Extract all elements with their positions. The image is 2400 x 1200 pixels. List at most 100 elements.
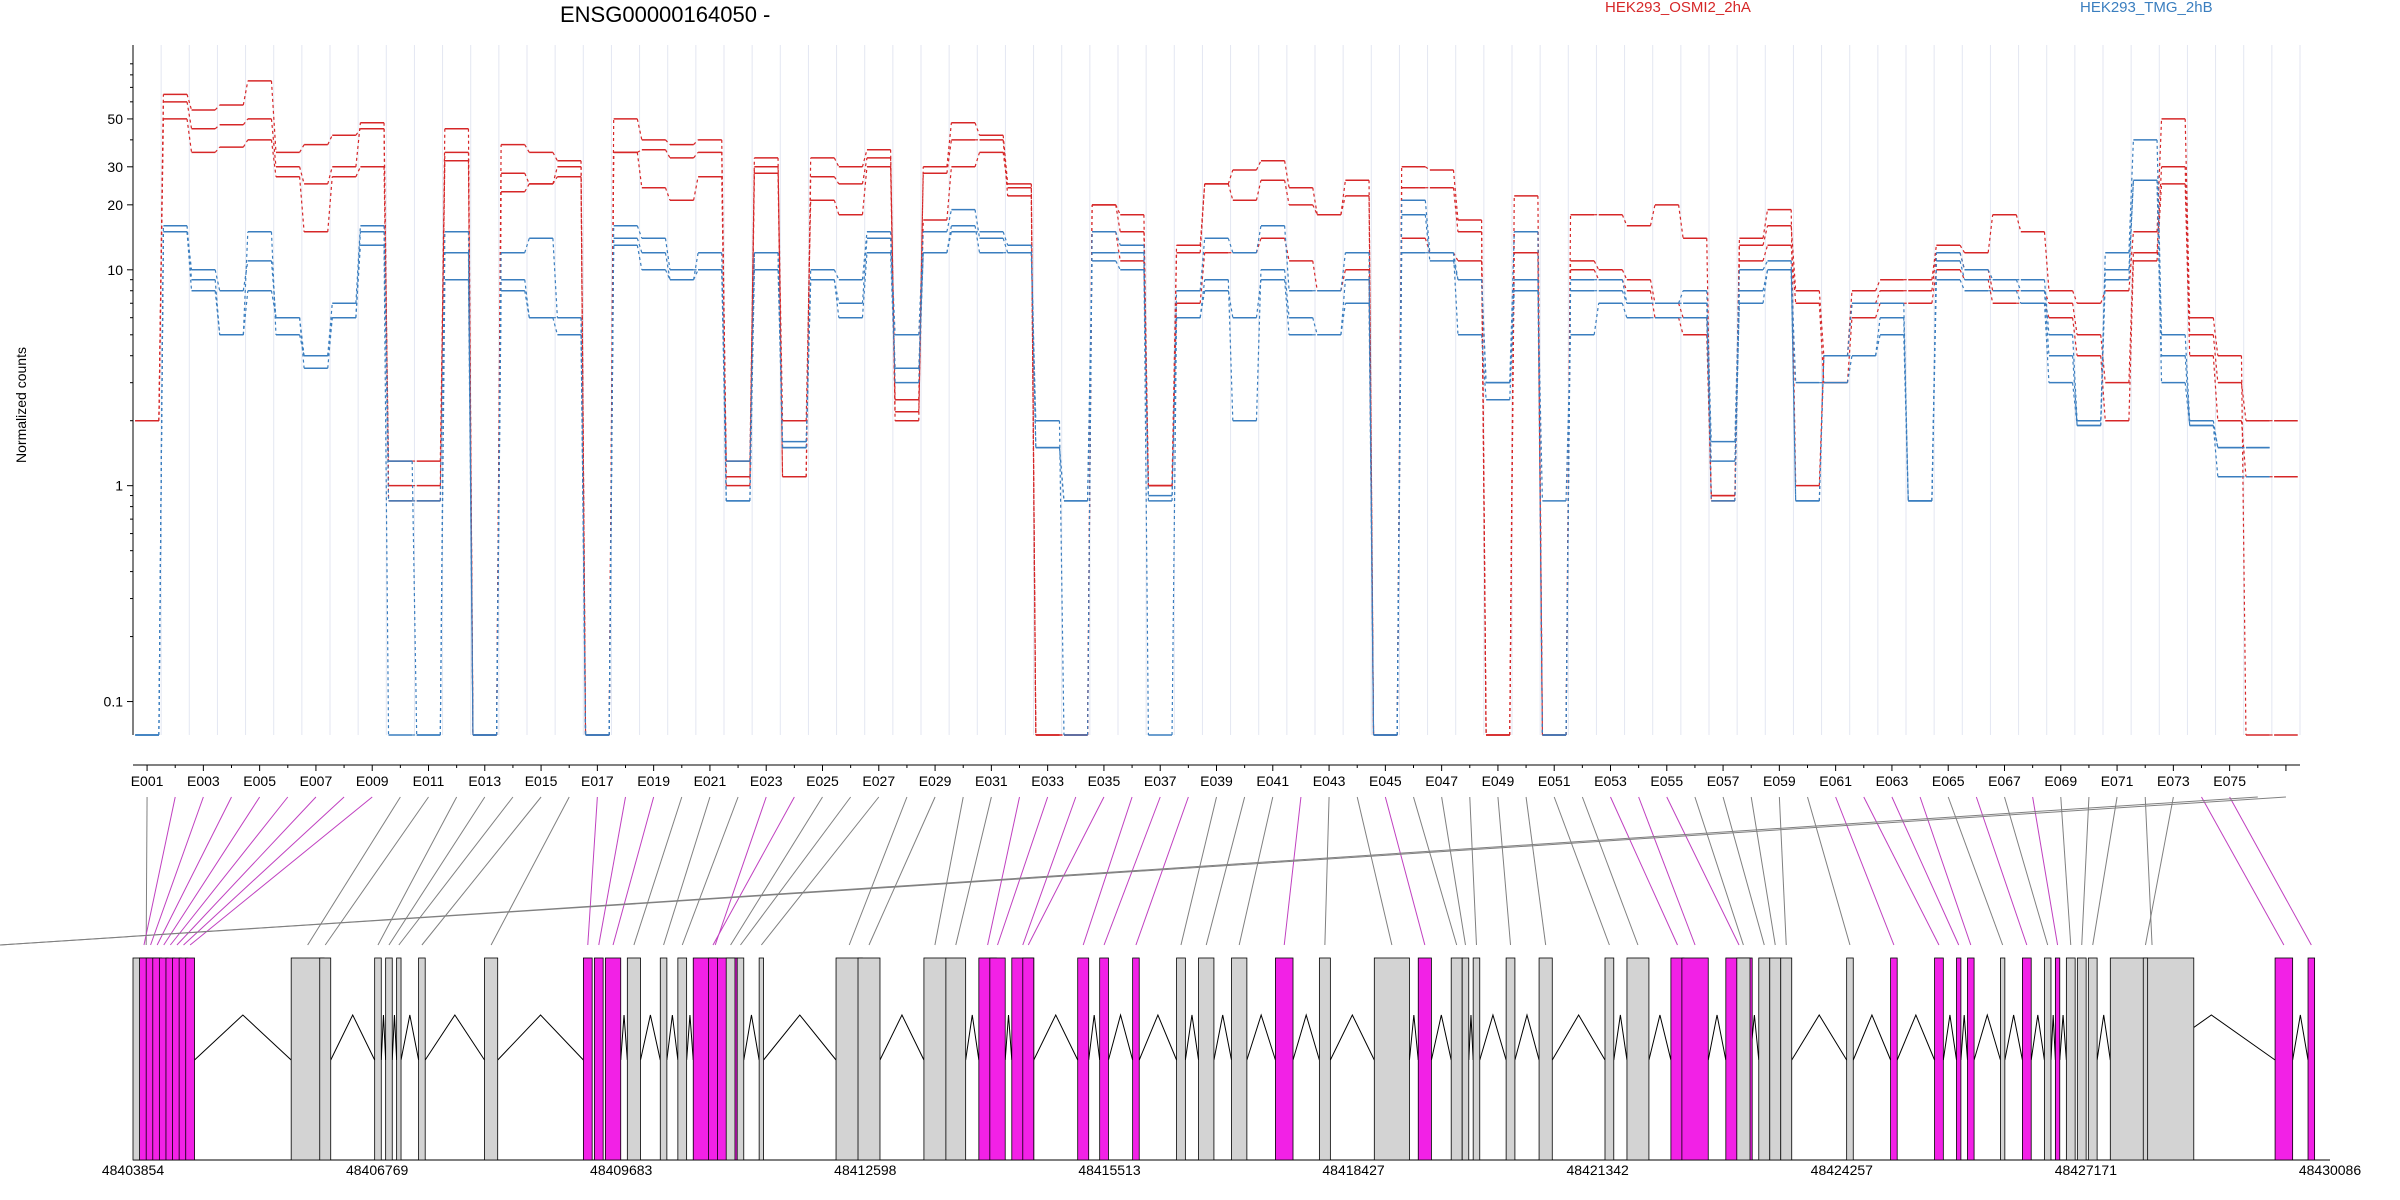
series-join [2015, 214, 2022, 232]
series-join [974, 152, 981, 167]
series-join [2043, 231, 2050, 291]
x-tick-label: E029 [919, 773, 952, 789]
exon-connector [163, 796, 261, 946]
intron [640, 1014, 661, 1061]
exon-box [677, 957, 688, 1161]
exon-box [2054, 957, 2061, 1161]
intron [391, 1014, 398, 1061]
series-join [2015, 279, 2022, 291]
series-join [1593, 303, 1600, 335]
intron [1514, 1013, 1540, 1061]
series-lines [135, 80, 2298, 736]
x-tick-label: E061 [1819, 773, 1852, 789]
series-join [439, 252, 446, 501]
series-join [2072, 382, 2078, 426]
exon-box [385, 957, 393, 1161]
series-join [1171, 317, 1178, 501]
series-join [327, 317, 333, 369]
exon-box [604, 957, 622, 1161]
intron [2059, 1014, 2067, 1061]
intron [194, 1014, 292, 1061]
series-join [1424, 200, 1431, 253]
series-join [299, 166, 305, 185]
x-tick-label: E059 [1763, 773, 1796, 789]
intron [2004, 1014, 2023, 1061]
series-join [1846, 355, 1853, 383]
series-join [637, 149, 643, 153]
series-join [1115, 231, 1121, 261]
x-tick-label: E027 [862, 773, 895, 789]
series-join [1002, 135, 1009, 184]
series-join [2128, 180, 2134, 280]
series-join [833, 279, 840, 318]
y-tick-label: 10 [107, 262, 123, 278]
intron [497, 1014, 584, 1061]
intron [1408, 1014, 1419, 1061]
series-join [1481, 334, 1487, 400]
exon-connector [1694, 796, 1744, 946]
series-join [242, 118, 249, 126]
series-join [777, 269, 784, 442]
series-join [974, 209, 981, 239]
exon-connector [1205, 796, 1246, 946]
intron [879, 1013, 925, 1061]
series-join [2212, 334, 2219, 383]
series-join [1649, 290, 1656, 318]
exon-connector [150, 796, 204, 946]
exon-connector [760, 796, 880, 946]
series-join [861, 166, 868, 215]
series-join [1143, 260, 1149, 486]
series-join [552, 152, 558, 162]
exon-connector [490, 796, 570, 946]
series-join [2184, 382, 2191, 426]
series-join [636, 225, 643, 239]
legend-item-osmi: HEK293_OSMI2_2hA [1605, 0, 1751, 16]
x-tick-label: E043 [1313, 773, 1346, 789]
intron [2096, 1014, 2111, 1061]
series-join [1284, 225, 1290, 291]
series-join [439, 279, 446, 736]
exon-connector [848, 796, 908, 946]
series-join [721, 269, 727, 501]
x-tick-label: E005 [243, 773, 276, 789]
series-join [833, 200, 840, 215]
exon-connector [1807, 796, 1851, 946]
series-join [1593, 269, 1600, 280]
genomic-tick-label: 48415513 [1078, 1162, 1141, 1178]
series-join [1227, 183, 1234, 201]
series-join [2043, 290, 2050, 356]
intron [1479, 1013, 1507, 1061]
exon-connector [324, 796, 429, 946]
series-join [1227, 238, 1234, 253]
exon-box [659, 957, 668, 1161]
series-join [355, 122, 361, 167]
genomic-axis: 48403854 48406769 48409683 48412598 48415513… [102, 1162, 2362, 1178]
exon-connector [2081, 796, 2090, 946]
series-join [1284, 160, 1290, 188]
exon-connector [1722, 796, 1765, 946]
series-join [214, 146, 221, 153]
series-join [1987, 279, 1994, 304]
exon-connector [934, 796, 964, 946]
series-join [1621, 214, 1628, 226]
exon-connector [987, 796, 1020, 946]
series-join [890, 166, 896, 412]
exon-box [396, 957, 402, 1161]
series-join [1424, 214, 1431, 261]
exon-box [418, 957, 426, 1161]
series-join [1199, 252, 1206, 304]
series-join [1509, 252, 1515, 736]
exon-box [708, 957, 718, 1161]
series-join [1087, 260, 1093, 501]
series-join [2128, 260, 2134, 421]
series-join [1875, 303, 1881, 318]
exon-connector [997, 796, 1049, 946]
series-join [1678, 290, 1684, 304]
intron [1613, 1014, 1628, 1061]
intron [1292, 1013, 1320, 1061]
exon-box [319, 957, 332, 1161]
exon-connector [598, 796, 626, 946]
intron [1942, 1014, 1958, 1061]
series-join [1706, 334, 1712, 496]
exon-connector [587, 796, 598, 946]
